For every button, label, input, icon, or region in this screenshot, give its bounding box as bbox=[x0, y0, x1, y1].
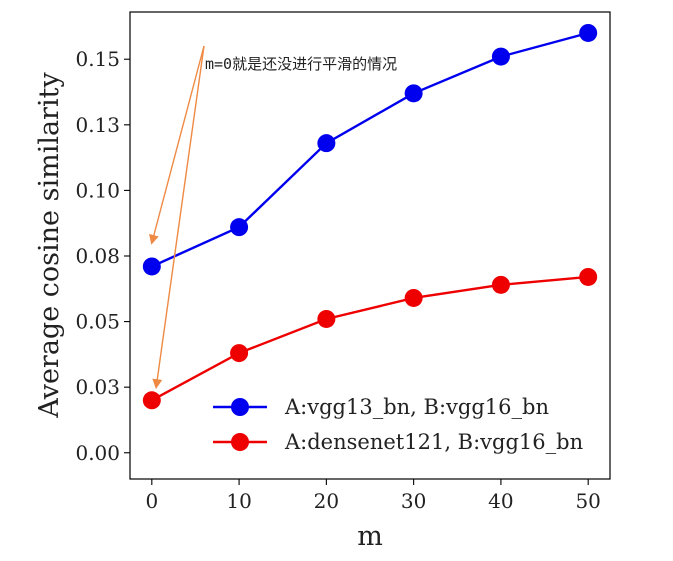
data-point bbox=[404, 84, 423, 103]
data-point bbox=[317, 309, 336, 328]
data-point bbox=[230, 218, 249, 237]
y-tick-label: 0.00 bbox=[75, 441, 120, 465]
annotation-arrow bbox=[149, 45, 205, 245]
series-layer bbox=[142, 23, 598, 410]
y-tick-label: 0.03 bbox=[75, 375, 120, 399]
y-tick-label: 0.15 bbox=[75, 47, 120, 71]
series-line-0 bbox=[151, 31, 589, 268]
y-tick-label: 0.10 bbox=[75, 178, 120, 202]
x-tick-label: 10 bbox=[226, 489, 251, 513]
y-tick-label: 0.13 bbox=[75, 113, 120, 137]
legend: A:vgg13_bn, B:vgg16_bn A:densenet121, B:v… bbox=[213, 395, 583, 454]
annotation-layer: m=0就是还没进行平滑的情况 bbox=[149, 45, 397, 390]
plot-area-frame bbox=[129, 11, 611, 480]
x-tick-label: 0 bbox=[145, 489, 158, 513]
data-point bbox=[404, 288, 423, 307]
y-tick-label: 0.05 bbox=[75, 310, 120, 334]
tick-layer: 0 10 20 30 40 50 0.00 0.03 0.05 0.08 0.10 0.13 0.15 bbox=[75, 47, 600, 513]
y-axis-title: Average cosine similarity bbox=[34, 72, 65, 419]
x-tick-label: 50 bbox=[575, 489, 600, 513]
data-point bbox=[491, 47, 510, 66]
x-tick-label: 40 bbox=[488, 489, 513, 513]
legend-label: A:densenet121, B:vgg16_bn bbox=[284, 430, 583, 454]
data-point bbox=[579, 23, 598, 42]
data-point bbox=[579, 267, 598, 286]
data-point bbox=[142, 257, 161, 276]
annotation-arrow bbox=[152, 45, 205, 390]
data-point bbox=[230, 344, 249, 363]
annotation-text: m=0就是还没进行平滑的情况 bbox=[205, 55, 397, 73]
series-line-1 bbox=[151, 275, 589, 402]
legend-label: A:vgg13_bn, B:vgg16_bn bbox=[284, 395, 549, 419]
data-point bbox=[142, 391, 161, 410]
legend-marker bbox=[231, 398, 249, 416]
x-tick-label: 20 bbox=[314, 489, 339, 513]
x-tick-label: 30 bbox=[401, 489, 426, 513]
x-axis-title: m bbox=[357, 521, 383, 552]
data-point bbox=[491, 275, 510, 294]
legend-marker bbox=[231, 433, 249, 451]
data-point bbox=[317, 134, 336, 153]
y-tick-label: 0.08 bbox=[75, 244, 120, 268]
